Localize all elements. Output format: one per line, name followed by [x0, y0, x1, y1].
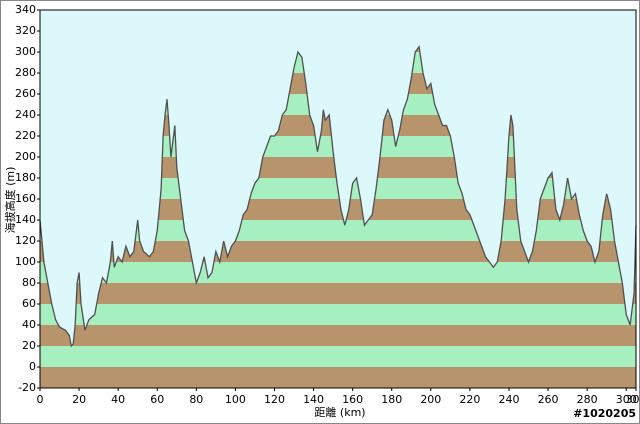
x-tick-label: 80	[189, 393, 203, 406]
x-axis-label: 距離 (km)	[314, 405, 365, 419]
x-tick-label: 260	[538, 393, 559, 406]
watermark: #1020205	[573, 407, 636, 420]
elevation-line	[39, 45, 637, 348]
y-tick-label: 180	[15, 171, 36, 184]
x-tick-label: 40	[111, 393, 125, 406]
y-tick-label: 0	[29, 360, 36, 373]
y-tick-label: 80	[22, 276, 36, 289]
x-tick-label: 0	[37, 393, 44, 406]
x-tick-label: 305	[626, 393, 640, 406]
x-tick-label: 240	[498, 393, 519, 406]
x-tick-label: 120	[264, 393, 285, 406]
y-tick-label: 120	[15, 234, 36, 247]
x-tick-label: 160	[342, 393, 363, 406]
band	[40, 367, 636, 388]
x-tick-label: 140	[303, 393, 324, 406]
y-tick-label: 260	[15, 87, 36, 100]
y-tick-label: 40	[22, 318, 36, 331]
x-tick-label: 20	[72, 393, 86, 406]
y-tick-label: 240	[15, 108, 36, 121]
x-tick-label: 280	[577, 393, 598, 406]
band	[40, 346, 636, 367]
y-tick-label: 200	[15, 150, 36, 163]
x-tick-label: 200	[420, 393, 441, 406]
y-tick-label: 300	[15, 45, 36, 58]
y-axis-label: 海拔高度 (m)	[3, 167, 17, 234]
x-tick-label: 100	[225, 393, 246, 406]
band	[40, 283, 636, 304]
y-tick-label: 20	[22, 339, 36, 352]
band	[40, 325, 636, 346]
y-tick-label: 160	[15, 192, 36, 205]
band	[40, 304, 636, 325]
y-tick-label: 220	[15, 129, 36, 142]
y-tick-label: 60	[22, 297, 36, 310]
y-tick-label: 140	[15, 213, 36, 226]
y-tick-label: 100	[15, 255, 36, 268]
y-tick-label: 320	[15, 24, 36, 37]
y-tick-label: 280	[15, 66, 36, 79]
x-tick-label: 300	[616, 393, 637, 406]
x-tick-label: 220	[459, 393, 480, 406]
band	[40, 262, 636, 283]
x-tick-label: 180	[381, 393, 402, 406]
y-tick-label: -20	[18, 381, 36, 394]
y-tick-label: 340	[15, 3, 36, 16]
x-tick-label: 60	[150, 393, 164, 406]
